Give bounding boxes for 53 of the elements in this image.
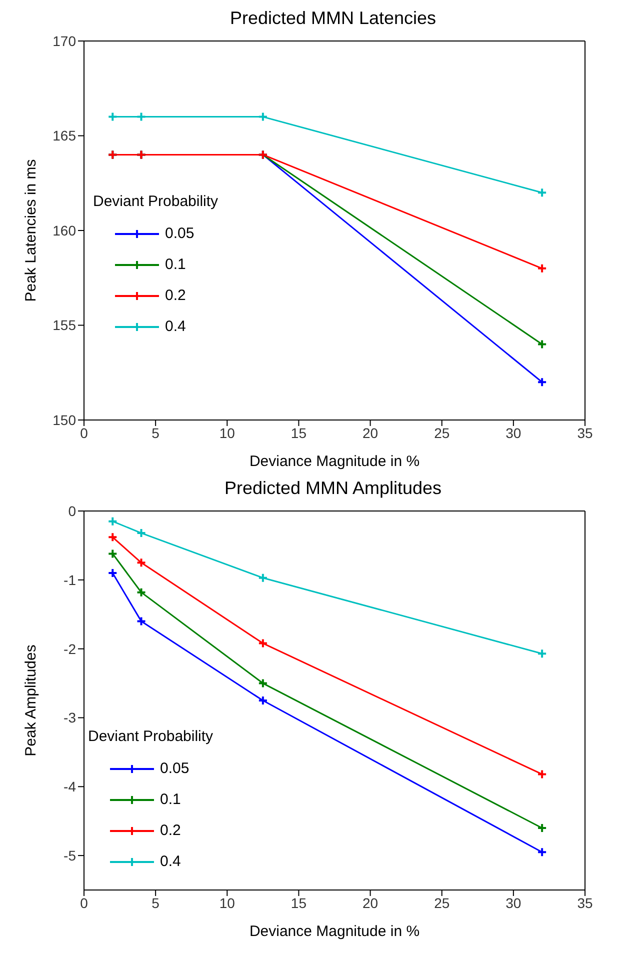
point	[258, 112, 268, 122]
point	[258, 696, 268, 706]
x-tick-label: 15	[290, 894, 307, 911]
x-tick-label: 25	[434, 894, 450, 911]
y-tick-label: 0	[68, 502, 76, 519]
x-tick-label: 5	[152, 894, 160, 911]
x-tick-label: 35	[577, 894, 593, 911]
legend-title: Deviant Probability	[88, 728, 214, 745]
x-tick-label: 0	[80, 424, 88, 441]
point	[136, 558, 146, 568]
y-tick-label: 160	[52, 222, 76, 238]
point	[136, 528, 146, 538]
y-axis-title: Peak Amplitudes	[22, 644, 40, 756]
x-tick-label: 20	[362, 424, 378, 441]
legend-title: Deviant Probability	[93, 193, 220, 210]
legend-label: 0.1	[160, 791, 181, 808]
y-tick-label: -4	[64, 778, 76, 795]
x-axis-title: Deviance Magnitude in %	[249, 453, 420, 470]
x-tick-label: 25	[434, 424, 450, 441]
legend-label: 0.4	[160, 853, 181, 870]
x-tick-label: 30	[506, 424, 522, 441]
legend-label: 0.4	[165, 318, 186, 335]
y-tick-label: -5	[64, 848, 76, 864]
x-tick-label: 0	[80, 894, 88, 911]
legend-label: 0.05	[160, 760, 190, 777]
point	[258, 638, 268, 648]
point	[258, 678, 268, 688]
legend-label: 0.05	[165, 225, 194, 242]
y-tick-label: 165	[52, 128, 76, 144]
x-axis-title: Deviance Magnitude in %	[249, 923, 420, 940]
legend-label: 0.2	[165, 287, 186, 304]
x-tick-label: 10	[219, 894, 236, 911]
legend-label: 0.1	[165, 256, 186, 273]
x-tick-label: 5	[152, 424, 160, 441]
legend-label: 0.2	[160, 822, 181, 839]
y-tick-label: -2	[64, 640, 76, 657]
chart-title: Predicted MMN Latencies	[228, 8, 438, 30]
x-tick-label: 20	[362, 894, 378, 911]
chart-title: Predicted MMN Amplitudes	[223, 478, 443, 500]
point	[136, 616, 146, 626]
y-tick-label: -1	[64, 572, 76, 588]
y-axis-title: Peak Latencies in ms	[22, 159, 40, 302]
x-tick-label: 30	[506, 894, 522, 911]
point	[136, 112, 146, 122]
y-tick-label: 155	[52, 317, 76, 334]
y-tick-label: 150	[52, 412, 76, 428]
y-tick-label: -3	[64, 710, 76, 726]
x-tick-label: 35	[577, 424, 593, 441]
point	[258, 572, 268, 583]
x-tick-label: 15	[290, 424, 307, 441]
x-tick-label: 10	[219, 424, 236, 441]
y-tick-label: 170	[52, 32, 76, 49]
point	[136, 587, 146, 598]
